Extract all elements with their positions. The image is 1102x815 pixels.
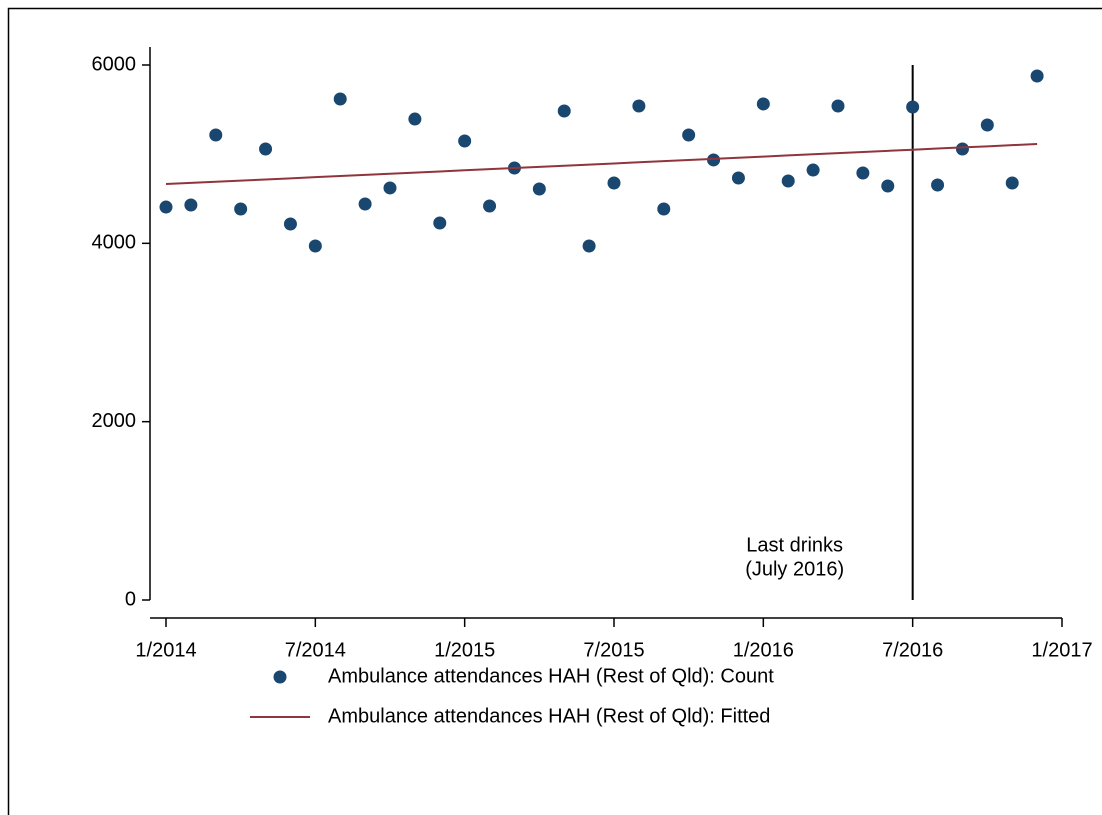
x-tick-label: 7/2016 — [882, 639, 943, 661]
data-point — [259, 142, 273, 156]
data-point — [283, 217, 297, 231]
data-point — [458, 134, 472, 148]
annotation: Last drinks — [746, 534, 843, 556]
data-point — [906, 100, 920, 114]
x-tick-label: 1/2016 — [733, 639, 794, 661]
legend-label: Ambulance attendances HAH (Rest of Qld):… — [328, 665, 774, 687]
y-tick-label: 2000 — [92, 410, 137, 432]
legend-label: Ambulance attendances HAH (Rest of Qld):… — [328, 705, 770, 727]
data-point — [707, 153, 721, 167]
data-point — [184, 198, 198, 212]
y-tick-label: 6000 — [92, 53, 137, 75]
data-point — [582, 239, 596, 253]
data-point — [308, 239, 322, 253]
data-point — [483, 199, 497, 213]
data-point — [433, 216, 447, 230]
data-point — [557, 104, 571, 118]
y-tick-label: 0 — [125, 588, 136, 610]
data-point — [159, 200, 173, 214]
frame — [7, 7, 1102, 815]
data-point — [756, 97, 770, 111]
data-point — [831, 99, 845, 113]
y-tick-label: 4000 — [92, 232, 137, 254]
data-point — [358, 197, 372, 211]
fitted-line — [165, 143, 1038, 186]
data-point — [408, 112, 422, 126]
data-point — [632, 99, 646, 113]
data-point — [931, 178, 945, 192]
data-point — [607, 176, 621, 190]
data-point — [955, 142, 969, 156]
x-tick-label: 1/2014 — [135, 639, 196, 661]
data-point — [333, 92, 347, 106]
data-point — [781, 174, 795, 188]
data-point — [383, 181, 397, 195]
data-point — [209, 128, 223, 142]
data-point — [1030, 69, 1044, 83]
data-point — [234, 202, 248, 216]
data-point — [731, 171, 745, 185]
data-point — [657, 202, 671, 216]
data-point — [806, 163, 820, 177]
data-point — [682, 128, 696, 142]
x-tick-label: 1/2015 — [434, 639, 495, 661]
data-point — [532, 182, 546, 196]
x-tick-label: 1/2017 — [1031, 639, 1092, 661]
annotation: (July 2016) — [745, 558, 844, 580]
x-tick-label: 7/2014 — [285, 639, 346, 661]
x-tick-label: 7/2015 — [583, 639, 644, 661]
data-point — [980, 118, 994, 132]
data-point — [881, 179, 895, 193]
data-point — [856, 166, 870, 180]
data-point — [1005, 176, 1019, 190]
legend-marker — [273, 670, 287, 684]
